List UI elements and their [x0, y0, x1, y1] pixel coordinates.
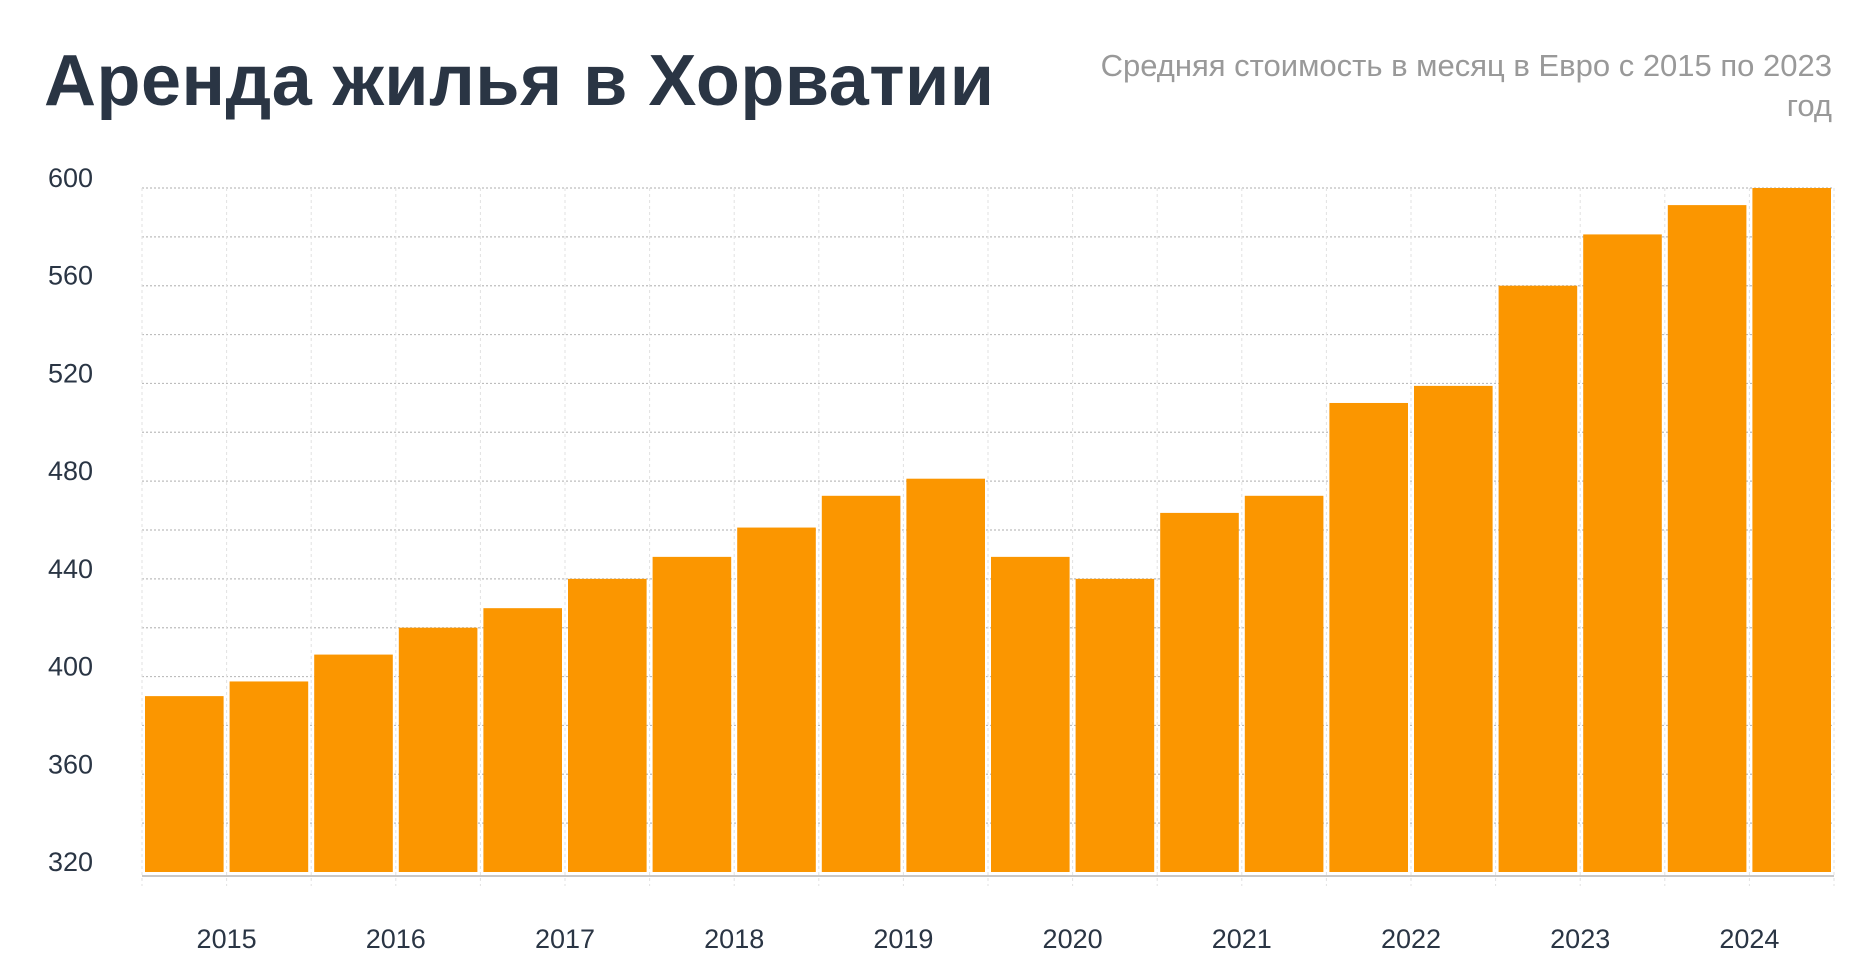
x-tick-label: 2021 [1212, 924, 1272, 954]
bar-2019-h1 [821, 495, 901, 872]
bar-2020-h2 [1075, 578, 1155, 872]
bar-2021-h1 [1160, 512, 1239, 872]
bar-2022-h1 [1329, 402, 1408, 872]
x-tick-label: 2016 [366, 924, 426, 954]
bar-2017-h1 [483, 608, 562, 872]
bar-2017-h2 [568, 578, 647, 872]
bar-2020-h1 [991, 556, 1070, 872]
x-tick-label: 2022 [1381, 924, 1441, 954]
y-tick-label: 440 [48, 554, 93, 584]
bar-2015-h1 [145, 696, 224, 872]
bar-2018-h1 [652, 556, 732, 872]
bar-2015-h2 [229, 681, 309, 872]
x-tick-label: 2024 [1719, 924, 1779, 954]
y-tick-label: 320 [48, 847, 93, 877]
bar-2016-h1 [314, 654, 393, 872]
y-tick-label: 600 [48, 163, 93, 193]
bar-2023-h2 [1583, 234, 1662, 872]
bar-2021-h2 [1244, 495, 1324, 872]
bar-2023-h1 [1498, 285, 1578, 872]
chart-title: Аренда жилья в Хорватии [44, 41, 995, 121]
y-tick-label: 560 [48, 261, 93, 291]
x-tick-label: 2019 [873, 924, 933, 954]
x-tick-label: 2017 [535, 924, 595, 954]
y-tick-label: 520 [48, 358, 93, 388]
y-tick-label: 360 [48, 749, 93, 779]
chart-subtitle: Средняя стоимость в месяц в Евро с 2015 … [1100, 48, 1832, 123]
y-tick-label: 400 [48, 652, 93, 682]
y-tick-label: 480 [48, 456, 93, 486]
bar-2019-h2 [906, 478, 985, 872]
bar-2024-h2 [1752, 188, 1831, 872]
bar-2018-h2 [737, 527, 816, 872]
x-tick-label: 2020 [1043, 924, 1103, 954]
x-tick-label: 2018 [704, 924, 764, 954]
x-tick-label: 2015 [197, 924, 257, 954]
bar-2016-h2 [398, 627, 478, 872]
bar-2022-h2 [1414, 385, 1493, 872]
bar-2024-h1 [1667, 205, 1747, 873]
x-tick-label: 2023 [1550, 924, 1610, 954]
